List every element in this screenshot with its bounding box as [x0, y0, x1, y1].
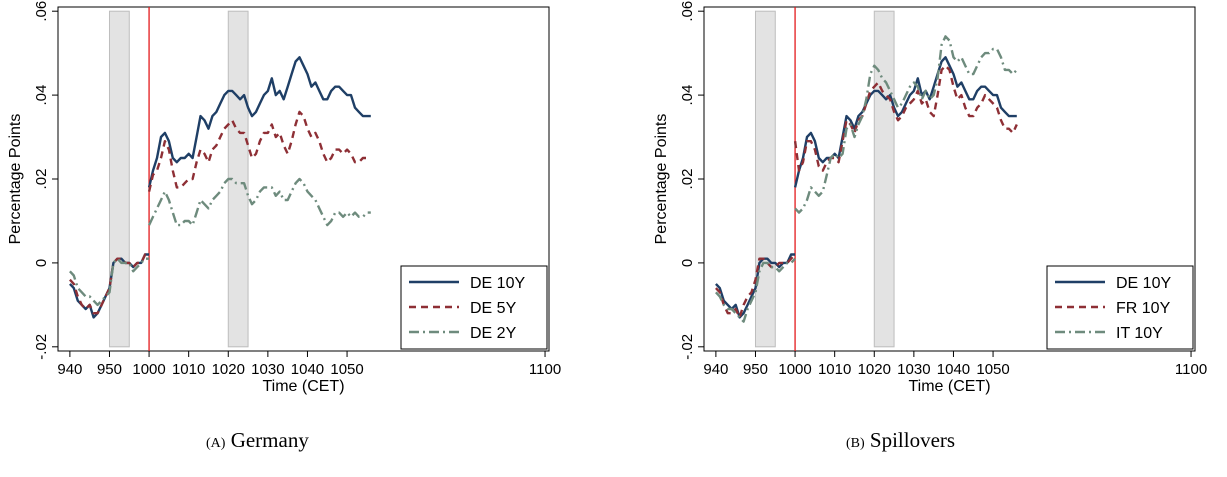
x-tick-label: 940 — [703, 361, 728, 378]
chart-panel-spillovers: 940 950 1000 1010 1020 1030 1040 1050 1100 -.02 0.… — [653, 1, 1207, 395]
y-tick-label: .02 — [679, 169, 696, 190]
series-line — [69, 253, 150, 315]
caption-letter: (A) — [206, 436, 226, 451]
y-tick-label: .04 — [33, 85, 50, 106]
x-tick-label: 1040 — [937, 361, 970, 378]
y-tick-label: .02 — [33, 169, 50, 190]
series-line — [147, 56, 371, 188]
x-tick-label: 940 — [57, 361, 82, 378]
y-tick-label: -.02 — [679, 334, 696, 360]
x-tick-label: 1050 — [330, 361, 363, 378]
y-tick-label: .04 — [679, 85, 696, 106]
x-tick-label: 1030 — [897, 361, 930, 378]
series-line — [715, 257, 796, 323]
series-line — [147, 110, 371, 192]
x-tick-label: 1040 — [291, 361, 324, 378]
caption-text: Spillovers — [869, 428, 956, 452]
x-tick-label: 1030 — [251, 361, 284, 378]
shaded-region — [873, 10, 895, 348]
caption-spillovers: (B) Spillovers — [846, 428, 955, 453]
series-line — [69, 257, 150, 307]
shaded-region — [754, 10, 776, 348]
x-tick-label: 1020 — [212, 361, 245, 378]
y-tick-label: -.02 — [33, 334, 50, 360]
legend-label: IT 10Y — [1116, 325, 1163, 342]
legend-label: DE 10Y — [1116, 275, 1171, 292]
y-tick-label: .06 — [679, 1, 696, 22]
x-tick-label: 1010 — [172, 361, 205, 378]
x-tick-label: 1020 — [858, 361, 891, 378]
legend-label: DE 10Y — [470, 275, 525, 292]
shaded-region — [108, 10, 130, 348]
y-axis-label: Percentage Points — [653, 114, 670, 245]
x-axis-label: Time (CET) — [262, 378, 344, 395]
y-tick-label: 0 — [33, 259, 50, 267]
x-axis-label: Time (CET) — [908, 378, 990, 395]
caption-germany: (A) Germany — [206, 428, 309, 453]
series-line — [794, 35, 1018, 214]
y-tick-label: .06 — [33, 1, 50, 22]
x-tick-label: 1100 — [529, 361, 561, 378]
legend-box — [400, 265, 548, 350]
x-tick-label: 950 — [97, 361, 122, 378]
y-axis-label: Percentage Points — [7, 114, 24, 245]
x-tick-label: 1010 — [818, 361, 851, 378]
x-tick-label: 1000 — [132, 361, 165, 378]
x-tick-label: 1100 — [1175, 361, 1207, 378]
caption-text: Germany — [230, 428, 309, 452]
x-tick-label: 950 — [743, 361, 768, 378]
series-line — [715, 253, 796, 319]
legend-label: DE 2Y — [470, 325, 517, 342]
x-tick-label: 1050 — [976, 361, 1009, 378]
legend-label: FR 10Y — [1116, 300, 1171, 317]
x-tick-label: 1000 — [778, 361, 811, 378]
series-line — [148, 177, 371, 227]
y-tick-label: 0 — [679, 259, 696, 267]
legend-label: DE 5Y — [470, 300, 517, 317]
chart-panel-germany: 940 950 1000 1010 1020 1030 1040 1050 1100 -.02 0.… — [7, 1, 561, 395]
series-line — [715, 253, 796, 319]
caption-letter: (B) — [846, 436, 865, 451]
